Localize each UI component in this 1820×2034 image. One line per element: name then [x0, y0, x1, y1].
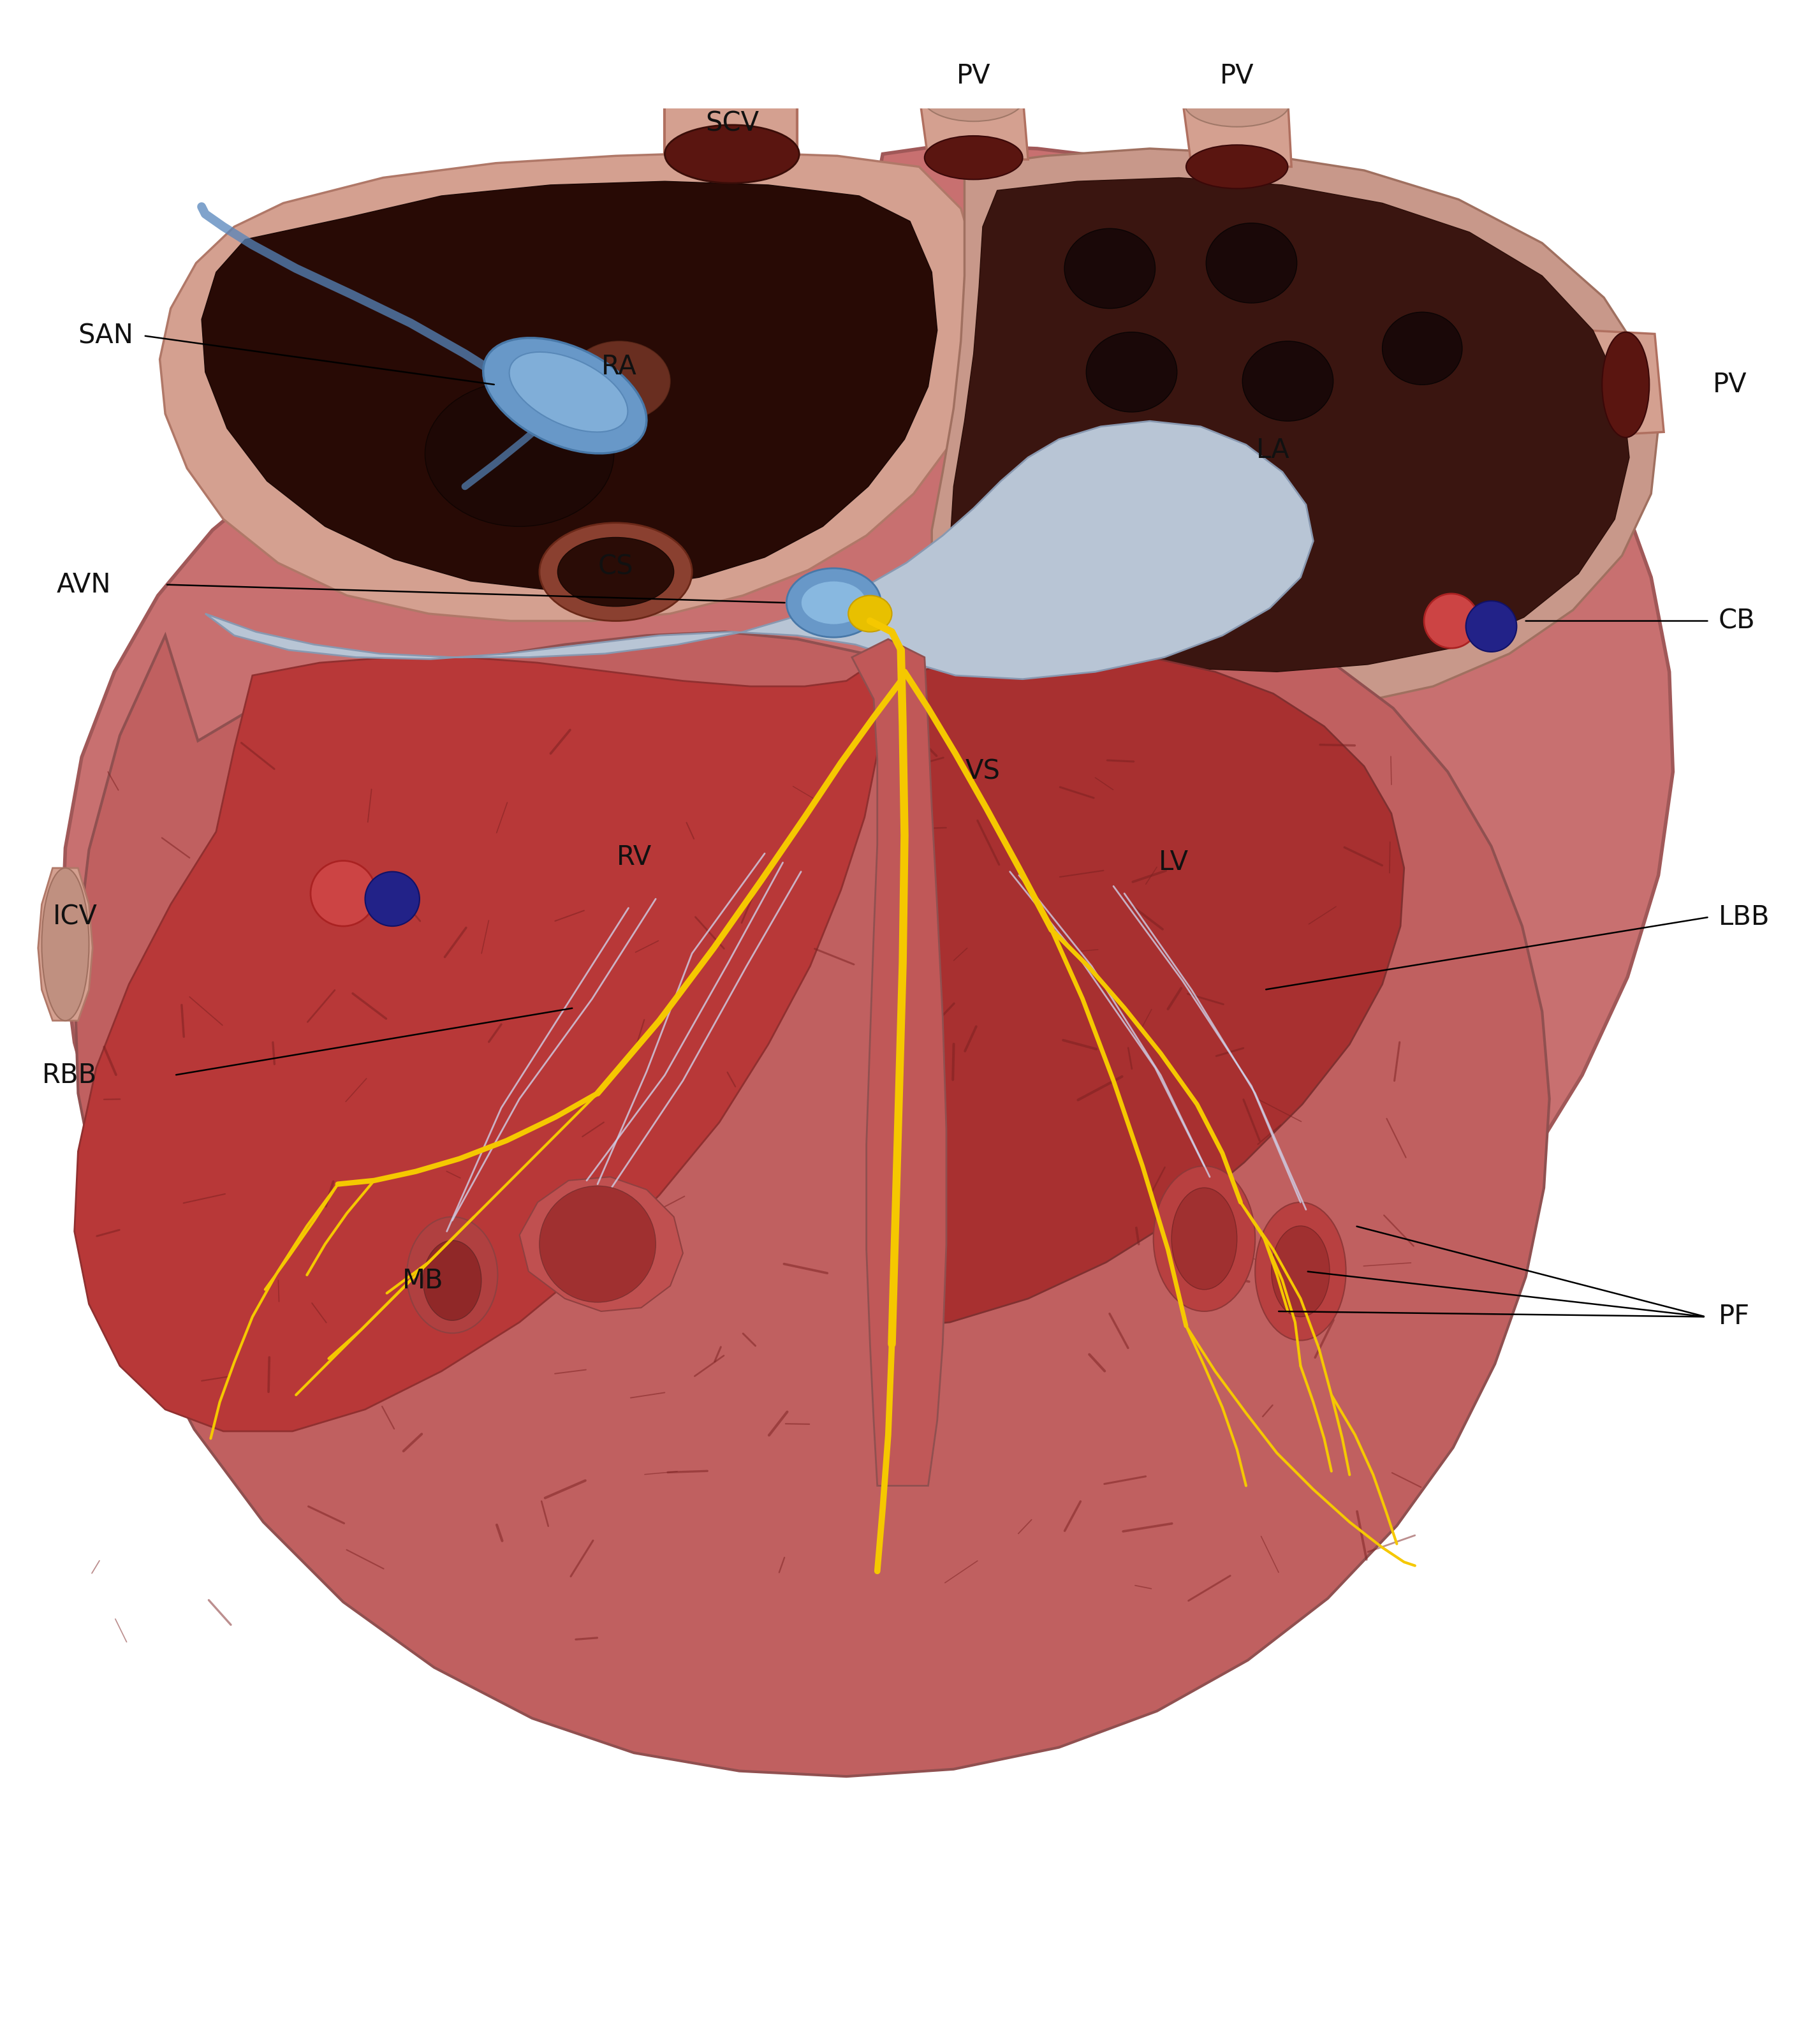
Ellipse shape [311, 860, 377, 925]
Text: AVN: AVN [56, 572, 111, 598]
Text: MB: MB [402, 1267, 444, 1294]
Polygon shape [1585, 330, 1663, 435]
Ellipse shape [1243, 342, 1334, 421]
Ellipse shape [1207, 224, 1298, 303]
Ellipse shape [426, 380, 613, 527]
Ellipse shape [1154, 1165, 1256, 1312]
Ellipse shape [1087, 332, 1178, 413]
Ellipse shape [539, 523, 692, 620]
Text: PV: PV [1713, 372, 1747, 399]
Polygon shape [75, 657, 883, 1432]
Polygon shape [206, 421, 1314, 679]
Ellipse shape [1423, 594, 1478, 649]
Polygon shape [62, 144, 1673, 1613]
Ellipse shape [925, 136, 1023, 179]
Ellipse shape [1602, 332, 1649, 437]
Ellipse shape [539, 1186, 655, 1302]
Ellipse shape [1272, 1227, 1330, 1316]
Polygon shape [950, 177, 1629, 671]
Polygon shape [519, 1178, 682, 1312]
Ellipse shape [1185, 79, 1290, 126]
Text: VS: VS [965, 759, 1001, 785]
Polygon shape [664, 55, 797, 155]
Polygon shape [852, 639, 946, 1485]
Polygon shape [75, 602, 1549, 1776]
Ellipse shape [664, 124, 799, 183]
Text: LA: LA [1256, 437, 1290, 464]
Ellipse shape [786, 567, 881, 637]
Polygon shape [919, 94, 1028, 159]
Ellipse shape [664, 28, 799, 87]
Text: LBB: LBB [1718, 903, 1769, 930]
Ellipse shape [424, 1241, 480, 1320]
Ellipse shape [568, 342, 670, 421]
Ellipse shape [681, 47, 783, 89]
Ellipse shape [510, 352, 628, 431]
Text: SCV: SCV [704, 110, 759, 136]
Text: ICV: ICV [53, 903, 96, 930]
Ellipse shape [1381, 311, 1461, 384]
Text: PV: PV [1219, 63, 1254, 89]
Ellipse shape [801, 582, 866, 624]
Polygon shape [877, 651, 1403, 1330]
Text: SAN: SAN [78, 321, 133, 350]
Text: PF: PF [1718, 1304, 1749, 1330]
Polygon shape [932, 148, 1658, 712]
Text: PV: PV [957, 63, 990, 89]
Text: RA: RA [602, 354, 637, 380]
Text: RBB: RBB [42, 1062, 96, 1088]
Ellipse shape [848, 596, 892, 633]
Ellipse shape [42, 869, 89, 1021]
Polygon shape [202, 181, 937, 590]
Text: RV: RV [617, 844, 652, 871]
Text: CS: CS [599, 553, 633, 580]
Ellipse shape [1465, 600, 1516, 651]
Polygon shape [38, 869, 93, 1021]
Ellipse shape [1065, 228, 1156, 309]
Text: LV: LV [1158, 848, 1188, 877]
Ellipse shape [1187, 144, 1289, 189]
Polygon shape [160, 153, 983, 620]
Text: CB: CB [1718, 608, 1754, 635]
Polygon shape [1183, 100, 1292, 167]
Ellipse shape [1172, 1188, 1238, 1290]
Ellipse shape [366, 873, 420, 925]
Ellipse shape [482, 338, 646, 454]
Ellipse shape [1256, 1202, 1347, 1340]
Ellipse shape [557, 537, 673, 606]
Ellipse shape [408, 1216, 497, 1332]
Ellipse shape [923, 73, 1025, 122]
